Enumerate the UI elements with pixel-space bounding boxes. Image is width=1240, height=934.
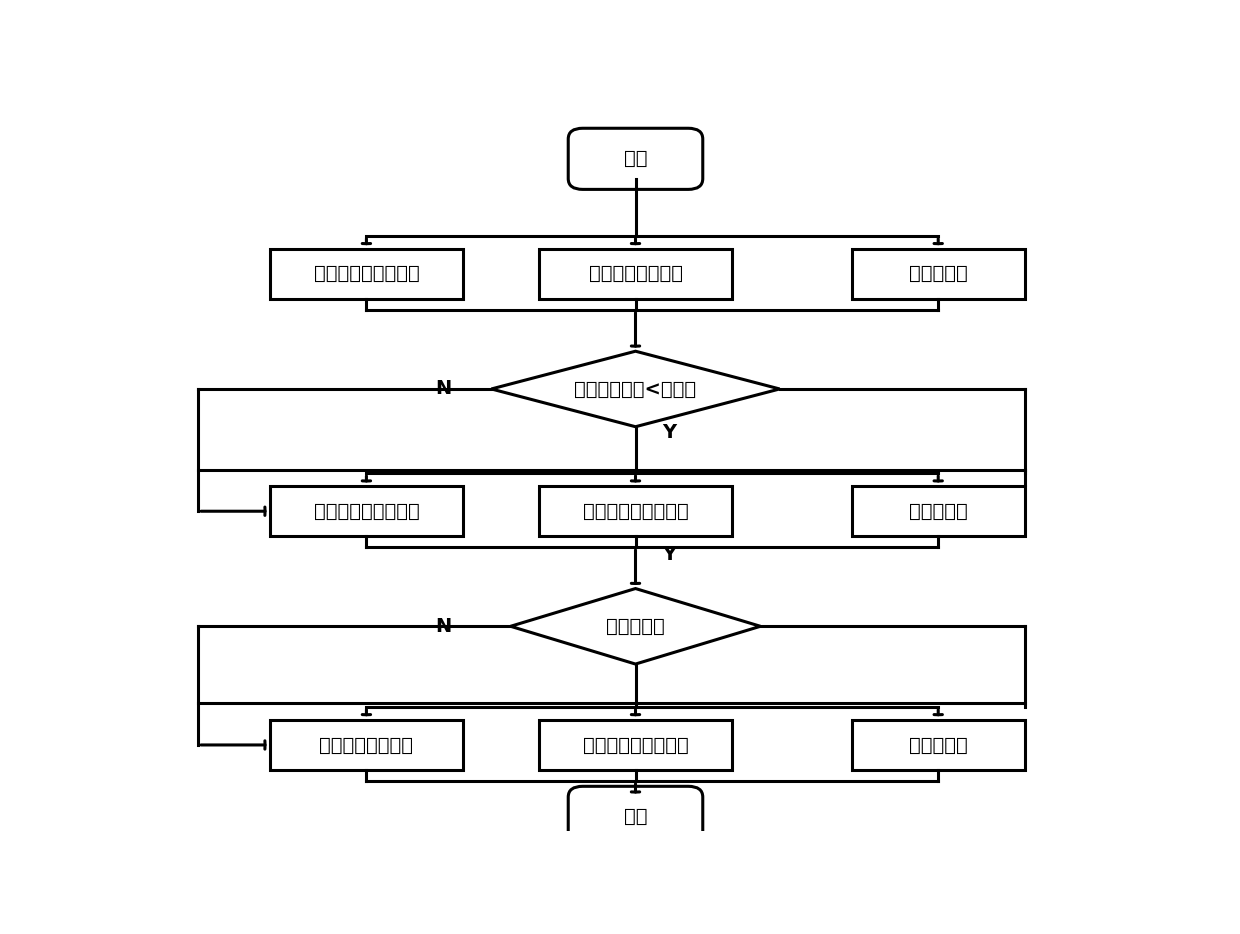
Text: 调湿板放湿: 调湿板放湿 xyxy=(909,502,967,521)
Text: 启动新风除湿机组: 启动新风除湿机组 xyxy=(589,264,682,283)
Bar xyxy=(852,720,1024,771)
Text: N: N xyxy=(435,379,451,399)
Bar xyxy=(539,248,732,299)
Text: Y: Y xyxy=(662,422,676,442)
Text: 调湿板吸湿: 调湿板吸湿 xyxy=(909,264,967,283)
Text: 运行毛细管辐射管席: 运行毛细管辐射管席 xyxy=(583,502,688,521)
Bar xyxy=(270,248,463,299)
Bar xyxy=(270,486,463,536)
Bar xyxy=(852,486,1024,536)
Bar xyxy=(852,248,1024,299)
Text: 间歇停止期: 间歇停止期 xyxy=(606,616,665,636)
Text: 调湿板吸湿: 调湿板吸湿 xyxy=(909,735,967,755)
Text: 开机: 开机 xyxy=(624,149,647,168)
Text: 关闭毛细管辐射管席: 关闭毛细管辐射管席 xyxy=(583,735,688,755)
Text: N: N xyxy=(435,616,451,636)
Bar xyxy=(539,486,732,536)
Text: 房间露点温度<设定值: 房间露点温度<设定值 xyxy=(574,379,697,399)
Bar xyxy=(270,720,463,771)
Bar xyxy=(539,720,732,771)
Text: 关机: 关机 xyxy=(624,807,647,827)
Text: 开启第二电动两通阀: 开启第二电动两通阀 xyxy=(314,502,419,521)
Text: 关闭新风除湿机组: 关闭新风除湿机组 xyxy=(320,735,413,755)
Text: 开启第一电动两通阀: 开启第一电动两通阀 xyxy=(314,264,419,283)
Text: Y: Y xyxy=(662,545,676,564)
